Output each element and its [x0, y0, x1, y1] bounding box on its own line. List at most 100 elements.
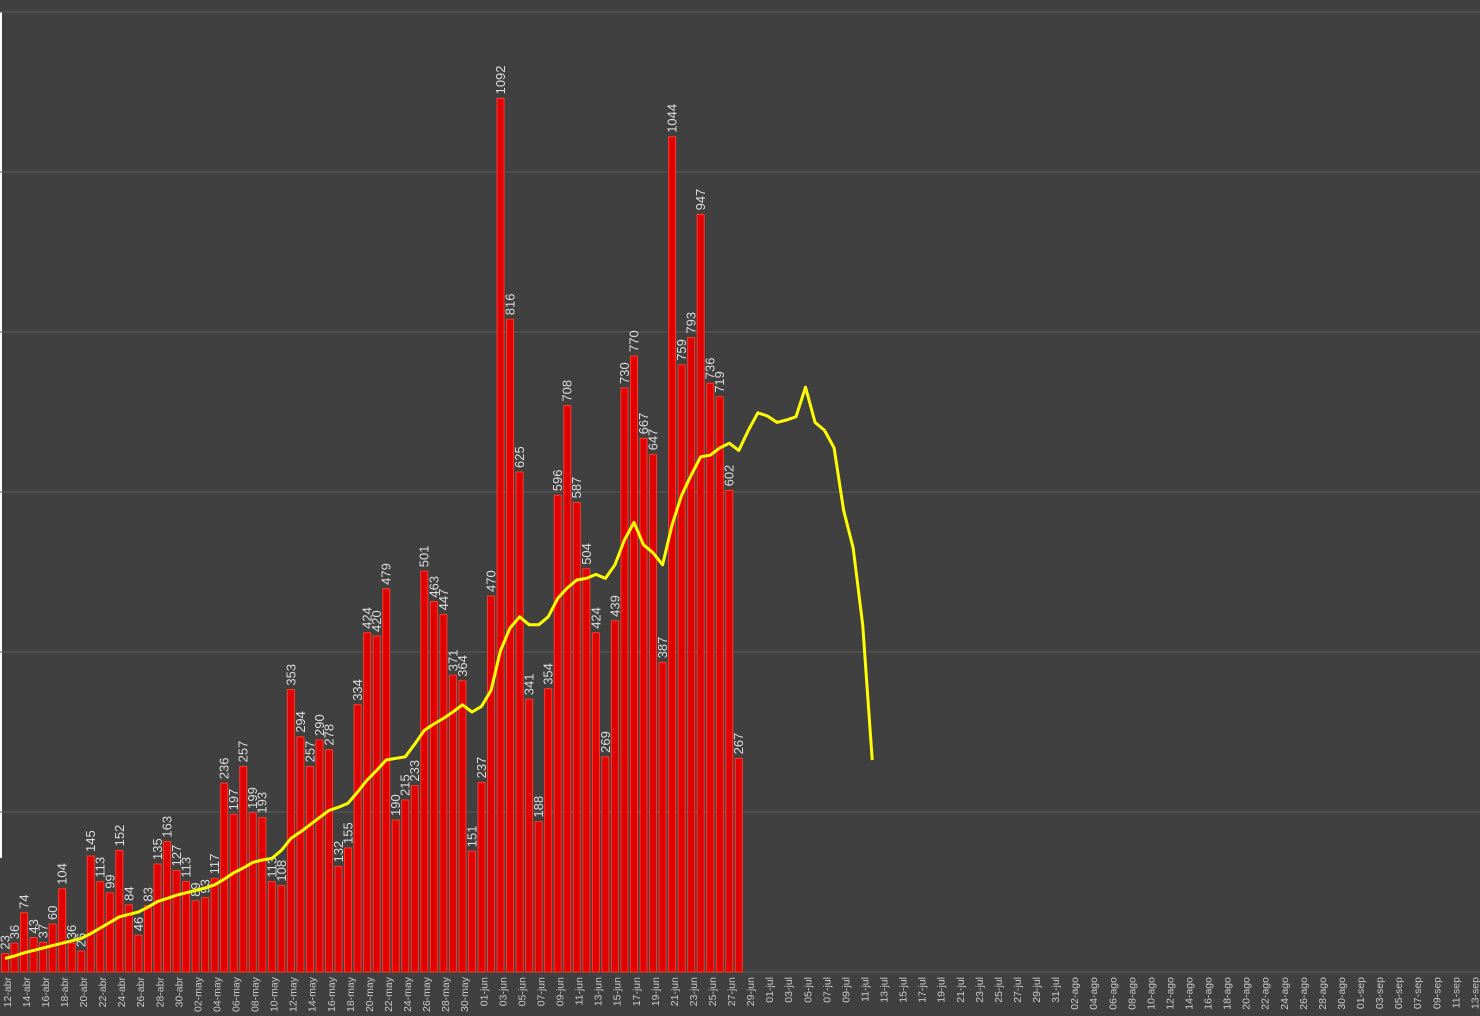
moving-average-line — [4, 385, 874, 960]
x-tick-label: 03-jun — [497, 977, 509, 1006]
data-label: 947 — [693, 189, 708, 211]
data-label: 46 — [131, 917, 146, 931]
data-label: 816 — [503, 293, 518, 315]
x-tick-label: 26-abr — [135, 977, 147, 1008]
x-tick-label: 18-ago — [1222, 977, 1234, 1010]
data-label: 152 — [112, 825, 127, 847]
data-label: 74 — [16, 894, 31, 908]
data-label: 470 — [483, 570, 498, 592]
data-label: 667 — [636, 413, 651, 435]
x-tick-label: 05-sep — [1393, 977, 1405, 1009]
x-tick-label: 20-abr — [78, 977, 90, 1008]
x-tick-label: 16-may — [326, 976, 338, 1012]
data-label: 504 — [579, 543, 594, 565]
bar — [229, 813, 238, 973]
bar — [277, 885, 286, 973]
bar — [20, 912, 29, 973]
x-tick-label: 15-jun — [612, 977, 624, 1006]
bar — [515, 471, 524, 973]
bar — [487, 595, 496, 973]
bar — [696, 213, 705, 973]
bar — [725, 489, 734, 973]
x-tick-label: 13-jun — [593, 977, 605, 1006]
data-label: 501 — [417, 545, 432, 567]
data-label: 341 — [522, 673, 537, 695]
bar — [172, 869, 181, 973]
bar — [687, 337, 696, 973]
bar — [525, 698, 534, 973]
x-tick-label: 16-abr — [40, 977, 52, 1008]
data-label: 215 — [398, 774, 413, 796]
bar — [496, 97, 505, 973]
bar — [286, 689, 295, 973]
x-tick-label: 25-jun — [707, 977, 719, 1006]
x-tick-label: 08-ago — [1126, 977, 1138, 1010]
bar — [325, 749, 334, 973]
bar — [610, 620, 619, 973]
x-tick-label: 26-ago — [1298, 977, 1310, 1010]
bar — [58, 888, 67, 973]
data-label: 294 — [293, 711, 308, 733]
x-tick-label: 21-jun — [669, 977, 681, 1006]
x-tick-label: 26-may — [421, 976, 433, 1012]
bar — [372, 635, 381, 973]
data-label: 447 — [436, 589, 451, 611]
data-label: 364 — [455, 655, 470, 677]
x-tick-label: 05-jun — [516, 977, 528, 1006]
x-tick-label: 06-ago — [1107, 977, 1119, 1010]
x-tick-label: 29-jun — [745, 977, 757, 1006]
x-tick-label: 21-jul — [955, 977, 967, 1003]
bar — [1, 953, 9, 973]
data-label: 190 — [388, 794, 403, 816]
x-tick-label: 11-jun — [574, 977, 586, 1006]
bar — [363, 632, 372, 973]
data-label: 60 — [45, 906, 60, 920]
x-tick-label: 19-jul — [936, 977, 948, 1003]
x-tick-label: 13-sep — [1469, 977, 1480, 1009]
data-label: 43 — [26, 919, 41, 933]
data-label: 759 — [674, 339, 689, 361]
bar — [39, 941, 48, 973]
x-tick-label: 27-jul — [1012, 977, 1024, 1003]
data-label: 193 — [255, 792, 270, 814]
data-label: 625 — [512, 446, 527, 468]
x-tick-label: 04-ago — [1088, 977, 1100, 1010]
data-label: 233 — [407, 760, 422, 782]
bar — [629, 355, 638, 973]
data-label: 108 — [274, 860, 289, 882]
x-tick-label: 20-may — [364, 976, 376, 1012]
x-tick-label: 24-may — [402, 976, 414, 1012]
data-label: 793 — [684, 312, 699, 334]
data-label: 135 — [150, 838, 165, 860]
bar — [382, 588, 391, 973]
x-tick-label: 11-sep — [1450, 977, 1462, 1008]
bar — [410, 785, 419, 973]
x-tick-label: 22-ago — [1260, 977, 1272, 1010]
data-label: 708 — [560, 380, 575, 402]
data-label: 334 — [350, 679, 365, 701]
bar — [201, 897, 210, 973]
bar — [563, 405, 572, 973]
bar — [77, 950, 86, 973]
data-label: 113 — [93, 857, 108, 878]
bar — [534, 821, 543, 973]
bar — [29, 937, 38, 973]
bar — [124, 904, 133, 973]
x-tick-label: 22-abr — [97, 977, 109, 1008]
data-label: 36 — [64, 925, 79, 939]
bar — [305, 765, 314, 973]
x-tick-label: 28-ago — [1317, 977, 1329, 1010]
x-tick-label: 09-jun — [555, 977, 567, 1006]
data-label: 1044 — [665, 104, 680, 133]
data-label: 290 — [312, 714, 327, 736]
bar — [258, 817, 267, 973]
x-tick-label: 06-may — [231, 976, 243, 1012]
data-label: 37 — [36, 924, 51, 938]
bar — [105, 892, 114, 973]
bar — [344, 847, 353, 973]
bar — [448, 674, 457, 973]
data-label: 83 — [140, 887, 155, 901]
x-tick-label: 02-may — [192, 976, 204, 1012]
bar — [134, 934, 143, 973]
bar — [401, 799, 410, 973]
